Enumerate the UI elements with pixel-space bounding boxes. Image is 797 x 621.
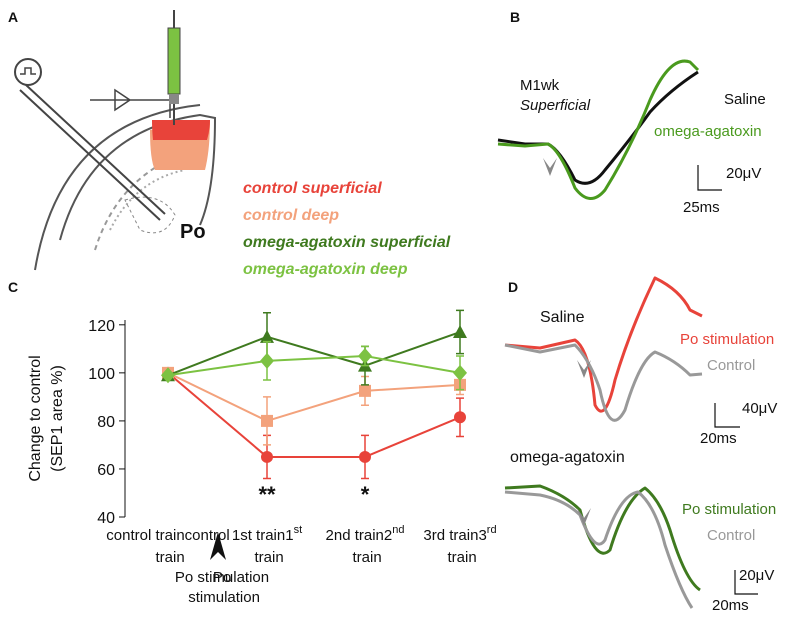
- series-line: [167, 355, 461, 377]
- legend-entry: omega-agatoxin deep: [243, 261, 408, 278]
- scale-bar: [697, 165, 722, 191]
- y-tick-label: 120: [88, 318, 115, 335]
- marker: [359, 384, 371, 397]
- legend-entry: control deep: [243, 207, 339, 224]
- marker: [454, 411, 466, 424]
- x-tick-label: 1st train1st train: [232, 524, 302, 566]
- marker: [359, 450, 371, 463]
- annotation: Po stimulationPo stimulation: [175, 569, 269, 606]
- marker: [261, 414, 273, 427]
- stim-arrow: [577, 360, 591, 378]
- x-tick-label: control traincontrol train: [106, 527, 229, 566]
- scale-label: 40μV: [742, 400, 777, 417]
- y-axis-label: Change to control: [27, 355, 44, 481]
- y-tick-label: 40: [97, 510, 115, 527]
- scale-bar: [714, 403, 740, 428]
- trace: [504, 276, 703, 413]
- y-tick-label: 60: [97, 462, 115, 479]
- marker: [261, 450, 273, 463]
- region-label: Po: [180, 221, 206, 243]
- scale-label: 25ms: [683, 199, 720, 216]
- scale-label: 20μV: [739, 567, 774, 584]
- y-axis-label: (SEP1 area %): [49, 365, 66, 472]
- trace-label: Po stimulation: [682, 501, 776, 518]
- trace: [504, 343, 703, 422]
- scale-label: 20ms: [712, 597, 749, 614]
- trace-title: M1wk: [520, 77, 560, 94]
- panel-label: D: [508, 279, 518, 295]
- annotation-arrow: [210, 532, 226, 560]
- marker: [453, 325, 467, 339]
- scale-bar: [734, 570, 758, 595]
- stim-arrow: [543, 158, 557, 176]
- y-tick-label: 100: [88, 366, 115, 383]
- trace-label: Saline: [724, 91, 766, 108]
- trace: [504, 484, 701, 592]
- trace-title: omega-agatoxin: [510, 449, 625, 466]
- x-tick-label: 3rd train3rd train: [423, 524, 496, 566]
- panel-label: A: [8, 9, 18, 25]
- scale-label: 20μV: [726, 165, 761, 182]
- trace-subtitle: Superficial: [520, 97, 591, 114]
- y-tick-label: 80: [97, 414, 115, 431]
- trace-label: omega-agatoxin: [654, 123, 762, 140]
- marker: [453, 364, 467, 381]
- x-tick-label: 2nd train2nd train: [326, 524, 405, 566]
- brain-diagram: [14, 10, 217, 271]
- series-line: [167, 371, 461, 422]
- marker: [161, 367, 175, 384]
- trace-label: Po stimulation: [680, 331, 774, 348]
- panel-label: C: [8, 279, 18, 295]
- significance: *: [361, 482, 370, 507]
- series-line: [167, 331, 461, 377]
- trace-label: Control: [707, 527, 755, 544]
- marker: [260, 329, 274, 343]
- series-line: [167, 372, 461, 458]
- trace: [497, 59, 700, 200]
- stim-arrow: [577, 508, 591, 526]
- legend-entry: omega-agatoxin superficial: [243, 234, 451, 251]
- legend-entry: control superficial: [243, 180, 382, 197]
- significance: **: [258, 482, 276, 507]
- panel-label: B: [510, 9, 520, 25]
- trace: [504, 490, 694, 609]
- trace-label: Control: [707, 357, 755, 374]
- trace-title: Saline: [540, 309, 585, 326]
- scale-label: 20ms: [700, 430, 737, 447]
- marker: [358, 348, 372, 365]
- marker: [260, 352, 274, 369]
